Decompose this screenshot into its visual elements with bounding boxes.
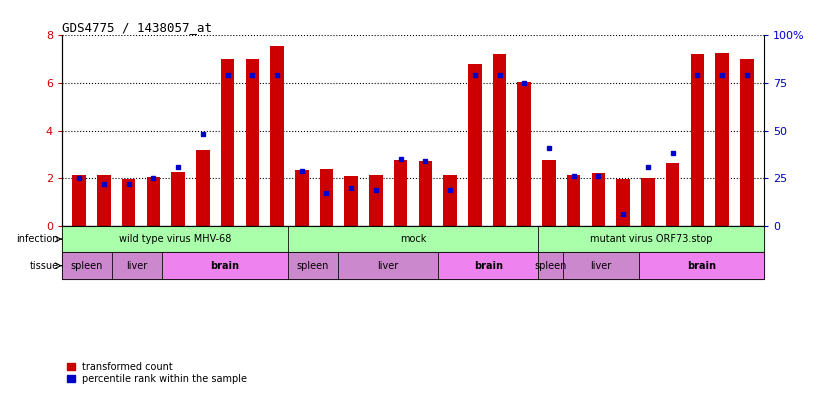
Bar [147,177,160,226]
Bar [591,173,605,226]
Bar [542,160,556,226]
Bar [715,53,729,226]
FancyBboxPatch shape [539,252,563,279]
Bar [419,162,432,226]
FancyBboxPatch shape [438,252,539,279]
Text: tissue: tissue [29,261,59,271]
Text: brain: brain [474,261,503,271]
Bar [221,59,235,226]
Bar [616,179,630,226]
Bar [171,172,185,226]
Text: spleen: spleen [534,261,567,271]
FancyBboxPatch shape [539,226,764,252]
Bar [517,82,531,226]
FancyBboxPatch shape [62,252,112,279]
Bar [122,179,135,226]
Text: liver: liver [377,261,399,271]
Bar [270,46,284,226]
Bar [344,176,358,226]
Text: brain: brain [211,261,240,271]
FancyBboxPatch shape [287,226,539,252]
Bar [468,64,482,226]
FancyBboxPatch shape [162,252,287,279]
Text: liver: liver [591,261,612,271]
Text: liver: liver [126,261,148,271]
Bar [295,170,309,226]
Bar [97,174,111,226]
Text: infection: infection [16,234,59,244]
Bar [73,174,86,226]
FancyBboxPatch shape [287,252,338,279]
Text: mutant virus ORF73.stop: mutant virus ORF73.stop [590,234,713,244]
Bar [567,174,581,226]
FancyBboxPatch shape [338,252,438,279]
Text: mock: mock [400,234,426,244]
FancyBboxPatch shape [62,226,287,252]
Bar [444,174,457,226]
Text: GDS4775 / 1438057_at: GDS4775 / 1438057_at [62,21,212,34]
Text: wild type virus MHV-68: wild type virus MHV-68 [119,234,231,244]
Text: spleen: spleen [71,261,103,271]
Bar [740,59,753,226]
FancyBboxPatch shape [563,252,638,279]
Bar [320,169,333,226]
FancyBboxPatch shape [112,252,162,279]
Bar [666,163,679,226]
Bar [641,178,655,226]
Legend: transformed count, percentile rank within the sample: transformed count, percentile rank withi… [67,362,247,384]
Bar [245,59,259,226]
Bar [369,174,382,226]
Bar [394,160,407,226]
Bar [493,54,506,226]
Bar [691,54,704,226]
Bar [196,150,210,226]
Text: brain: brain [687,261,716,271]
Text: spleen: spleen [297,261,329,271]
FancyBboxPatch shape [638,252,764,279]
